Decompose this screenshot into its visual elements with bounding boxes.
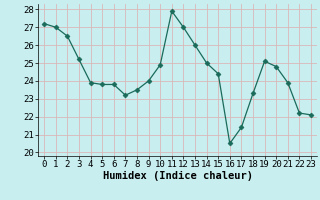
X-axis label: Humidex (Indice chaleur): Humidex (Indice chaleur) [103, 171, 252, 181]
